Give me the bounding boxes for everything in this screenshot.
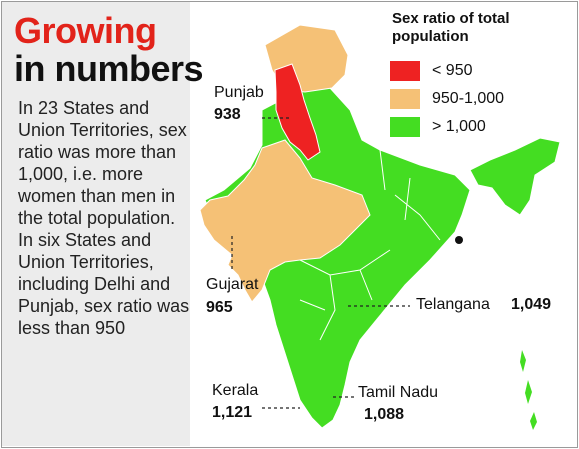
- callout-punjab-value: 938: [214, 106, 241, 123]
- region-red-north: [274, 63, 321, 161]
- title-line-1: Growing: [14, 10, 157, 51]
- state-boundaries: [299, 149, 441, 341]
- callout-telangana-value: 1,049: [511, 296, 552, 313]
- callout-telangana-name: Telangana: [416, 296, 490, 313]
- description-paragraph-1: In 23 States and Union Territories, sex …: [18, 98, 187, 228]
- legend-label: 950-1,000: [432, 90, 505, 107]
- region-green-northeast: [469, 137, 561, 216]
- legend-swatch: [390, 117, 420, 137]
- callout-tamilnadu-value: 1,088: [364, 406, 405, 423]
- info-panel: Growing in numbers In 23 States and Unio…: [2, 2, 204, 446]
- callout-tamilnadu-name: Tamil Nadu: [358, 384, 439, 401]
- legend-swatch: [390, 61, 420, 81]
- legend-title: Sex ratio of total population: [392, 10, 510, 45]
- legend-swatch: [390, 89, 420, 109]
- callout-gujarat-value: 965: [206, 299, 233, 316]
- title-line-2: in numbers: [14, 48, 204, 89]
- city-marker: [455, 236, 463, 244]
- legend-label: < 950: [432, 62, 473, 79]
- description-paragraph-2: In six States and Union Territories, inc…: [18, 230, 190, 338]
- callout-kerala-value: 1,121: [212, 404, 253, 421]
- callout-punjab-name: Punjab: [214, 84, 264, 101]
- legend-label: > 1,000: [432, 118, 486, 135]
- callout-kerala-name: Kerala: [212, 382, 259, 399]
- description: In 23 States and Union Territories, sex …: [18, 97, 190, 339]
- callout-gujarat-name: Gujarat: [206, 276, 259, 293]
- region-orange-west: [199, 139, 371, 303]
- islands: [520, 350, 537, 430]
